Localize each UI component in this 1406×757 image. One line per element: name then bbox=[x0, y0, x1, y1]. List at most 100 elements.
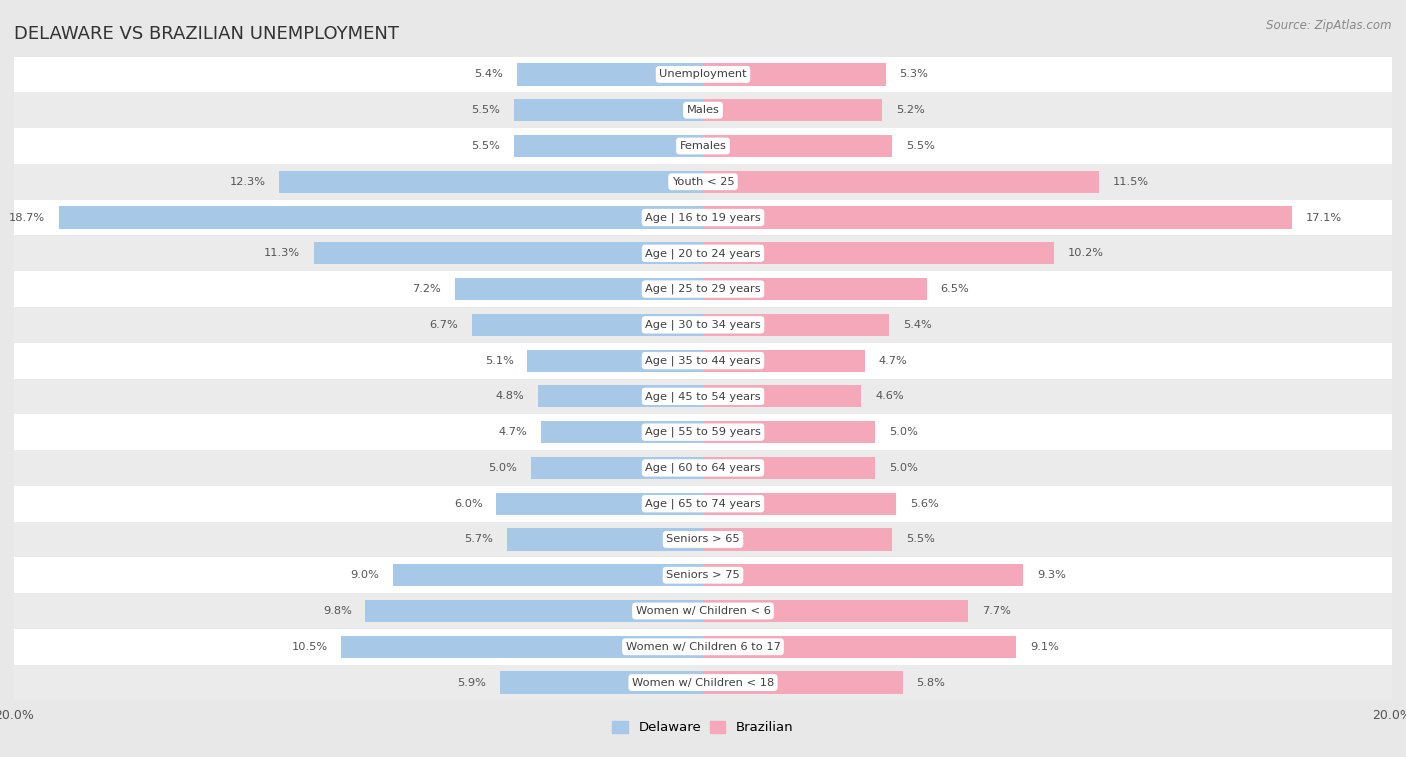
Bar bbox=[14, 128, 1392, 164]
Bar bbox=[513, 99, 703, 121]
Text: 6.7%: 6.7% bbox=[430, 320, 458, 330]
Text: 5.5%: 5.5% bbox=[907, 534, 935, 544]
Bar bbox=[14, 522, 1392, 557]
Text: Age | 45 to 54 years: Age | 45 to 54 years bbox=[645, 391, 761, 402]
Text: Seniors > 65: Seniors > 65 bbox=[666, 534, 740, 544]
Bar bbox=[703, 528, 893, 550]
Text: Unemployment: Unemployment bbox=[659, 70, 747, 79]
Text: 5.4%: 5.4% bbox=[474, 70, 503, 79]
Text: 5.6%: 5.6% bbox=[910, 499, 938, 509]
Text: 4.7%: 4.7% bbox=[879, 356, 907, 366]
Text: 6.5%: 6.5% bbox=[941, 284, 969, 294]
Text: 11.5%: 11.5% bbox=[1114, 177, 1149, 187]
Text: Age | 30 to 34 years: Age | 30 to 34 years bbox=[645, 319, 761, 330]
Bar bbox=[531, 456, 703, 479]
Bar bbox=[314, 242, 703, 264]
Bar bbox=[14, 450, 1392, 486]
Text: Age | 20 to 24 years: Age | 20 to 24 years bbox=[645, 248, 761, 259]
Bar bbox=[703, 207, 1292, 229]
Bar bbox=[14, 593, 1392, 629]
Bar bbox=[14, 271, 1392, 307]
Bar bbox=[703, 135, 893, 157]
Text: 17.1%: 17.1% bbox=[1306, 213, 1341, 223]
Bar bbox=[703, 170, 1099, 193]
Text: 6.0%: 6.0% bbox=[454, 499, 482, 509]
Text: 5.2%: 5.2% bbox=[896, 105, 925, 115]
Bar bbox=[14, 378, 1392, 414]
Text: 5.8%: 5.8% bbox=[917, 678, 945, 687]
Bar bbox=[342, 636, 703, 658]
Text: 18.7%: 18.7% bbox=[8, 213, 45, 223]
Bar bbox=[14, 164, 1392, 200]
Bar bbox=[456, 278, 703, 301]
Text: Youth < 25: Youth < 25 bbox=[672, 177, 734, 187]
Text: 4.8%: 4.8% bbox=[495, 391, 524, 401]
Text: 9.3%: 9.3% bbox=[1038, 570, 1066, 580]
Bar bbox=[703, 671, 903, 693]
Text: Age | 55 to 59 years: Age | 55 to 59 years bbox=[645, 427, 761, 438]
Bar bbox=[14, 307, 1392, 343]
Bar bbox=[14, 57, 1392, 92]
Bar bbox=[703, 64, 886, 86]
Text: DELAWARE VS BRAZILIAN UNEMPLOYMENT: DELAWARE VS BRAZILIAN UNEMPLOYMENT bbox=[14, 25, 399, 43]
Text: 5.5%: 5.5% bbox=[907, 141, 935, 151]
Bar bbox=[541, 421, 703, 444]
Text: 4.7%: 4.7% bbox=[499, 427, 527, 437]
Text: 9.8%: 9.8% bbox=[323, 606, 352, 616]
Text: 5.4%: 5.4% bbox=[903, 320, 932, 330]
Bar bbox=[703, 385, 862, 407]
Text: 11.3%: 11.3% bbox=[264, 248, 299, 258]
Bar bbox=[513, 135, 703, 157]
Legend: Delaware, Brazilian: Delaware, Brazilian bbox=[607, 716, 799, 740]
Bar bbox=[703, 421, 875, 444]
Bar bbox=[14, 343, 1392, 378]
Text: 5.0%: 5.0% bbox=[889, 427, 918, 437]
Bar bbox=[280, 170, 703, 193]
Text: 5.0%: 5.0% bbox=[889, 463, 918, 473]
Bar bbox=[703, 493, 896, 515]
Bar bbox=[499, 671, 703, 693]
Bar bbox=[14, 414, 1392, 450]
Text: Seniors > 75: Seniors > 75 bbox=[666, 570, 740, 580]
Text: Source: ZipAtlas.com: Source: ZipAtlas.com bbox=[1267, 19, 1392, 32]
Text: Women w/ Children < 18: Women w/ Children < 18 bbox=[631, 678, 775, 687]
Bar bbox=[517, 64, 703, 86]
Text: Age | 16 to 19 years: Age | 16 to 19 years bbox=[645, 212, 761, 223]
Text: Females: Females bbox=[679, 141, 727, 151]
Bar bbox=[14, 235, 1392, 271]
Text: 7.2%: 7.2% bbox=[412, 284, 441, 294]
Bar bbox=[496, 493, 703, 515]
Bar bbox=[392, 564, 703, 587]
Bar bbox=[703, 313, 889, 336]
Bar bbox=[703, 636, 1017, 658]
Text: 5.3%: 5.3% bbox=[900, 70, 928, 79]
Text: Age | 25 to 29 years: Age | 25 to 29 years bbox=[645, 284, 761, 294]
Text: 10.5%: 10.5% bbox=[291, 642, 328, 652]
Text: Age | 65 to 74 years: Age | 65 to 74 years bbox=[645, 498, 761, 509]
Text: 9.1%: 9.1% bbox=[1031, 642, 1059, 652]
Bar bbox=[537, 385, 703, 407]
Text: 5.9%: 5.9% bbox=[457, 678, 486, 687]
Text: 9.0%: 9.0% bbox=[350, 570, 380, 580]
Bar bbox=[14, 200, 1392, 235]
Text: 5.1%: 5.1% bbox=[485, 356, 513, 366]
Text: Age | 60 to 64 years: Age | 60 to 64 years bbox=[645, 463, 761, 473]
Text: Age | 35 to 44 years: Age | 35 to 44 years bbox=[645, 355, 761, 366]
Text: 5.7%: 5.7% bbox=[464, 534, 494, 544]
Text: Women w/ Children < 6: Women w/ Children < 6 bbox=[636, 606, 770, 616]
Bar bbox=[703, 242, 1054, 264]
Bar bbox=[14, 629, 1392, 665]
Text: Women w/ Children 6 to 17: Women w/ Children 6 to 17 bbox=[626, 642, 780, 652]
Bar bbox=[366, 600, 703, 622]
Text: 4.6%: 4.6% bbox=[875, 391, 904, 401]
Text: 5.0%: 5.0% bbox=[488, 463, 517, 473]
Bar bbox=[472, 313, 703, 336]
Bar bbox=[703, 456, 875, 479]
Bar bbox=[703, 278, 927, 301]
Bar bbox=[703, 350, 865, 372]
Bar bbox=[14, 486, 1392, 522]
Text: 7.7%: 7.7% bbox=[981, 606, 1011, 616]
Text: 5.5%: 5.5% bbox=[471, 141, 499, 151]
Text: 12.3%: 12.3% bbox=[229, 177, 266, 187]
Bar bbox=[703, 564, 1024, 587]
